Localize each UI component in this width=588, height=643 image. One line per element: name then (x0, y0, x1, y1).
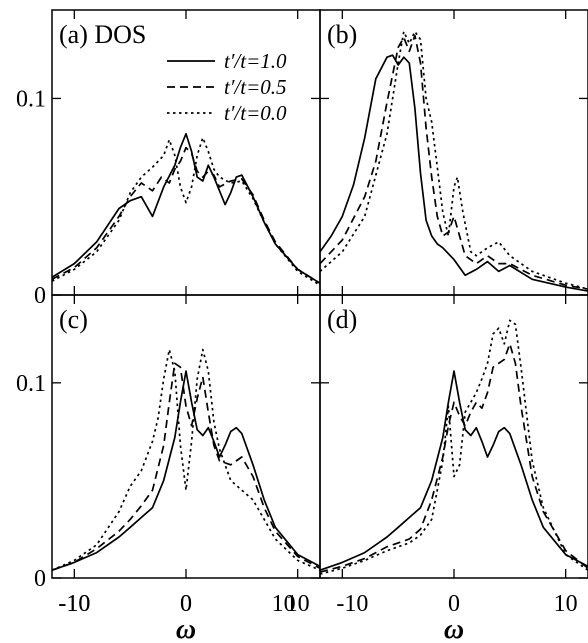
series-line-dotted-c (52, 348, 320, 571)
panel-frame-d (319, 294, 588, 579)
y-tick-label: 0 (34, 566, 46, 592)
series-line-solid-c (52, 370, 320, 572)
panel-c: -10 0 10 0 0.1 (c) (16, 294, 321, 617)
legend: t′/t=1.0t′/t=0.5t′/t=0.0 (167, 49, 287, 125)
legend-label-solid: t′/t=1.0 (224, 49, 287, 73)
panel-b: (b) (319, 9, 588, 296)
series-line-solid-d (320, 370, 588, 572)
x-axis-title-left: ω (176, 614, 196, 643)
series-line-solid-a (52, 132, 320, 284)
panel-d: -10 0 10 (d) (319, 294, 588, 617)
panel-label-b: (b) (327, 20, 357, 49)
x-tick-label: 0 (180, 591, 192, 617)
x-tick-label: 0 (180, 591, 192, 617)
x-tick-label: 0 (448, 591, 460, 617)
panel-a: -10 0 10 0 0.1 (a) DOS (16, 9, 321, 617)
y-tick-label: 0.1 (16, 371, 46, 397)
series-line-dotted-b (320, 30, 588, 290)
y-tick-label: 0.1 (16, 86, 46, 112)
series-line-dashed-d (320, 342, 588, 573)
legend-label-dashed: t′/t=0.5 (224, 75, 287, 99)
series-line-solid-b (320, 54, 588, 292)
legend-label-dotted: t′/t=0.0 (224, 101, 287, 125)
y-tick-label: 0 (34, 283, 46, 309)
x-tick-label: 10 (272, 591, 296, 617)
series-line-dashed-a (52, 146, 320, 284)
x-tick-label: -10 (58, 591, 90, 617)
series-line-dotted-d (320, 319, 588, 575)
panel-label-c: (c) (59, 305, 88, 334)
x-axis-title-right: ω (444, 614, 464, 643)
series-line-dashed-b (320, 34, 588, 290)
x-tick-label: -10 (58, 591, 90, 617)
series-line-dashed-c (52, 362, 320, 572)
series-line-dotted-a (52, 136, 320, 286)
panel-label-a: (a) DOS (59, 20, 146, 49)
x-tick-label: 10 (554, 591, 578, 617)
panel-frame-b (319, 9, 588, 296)
panel-label-d: (d) (327, 305, 357, 334)
x-tick-label: 10 (286, 591, 310, 617)
x-tick-label: -10 (336, 591, 368, 617)
